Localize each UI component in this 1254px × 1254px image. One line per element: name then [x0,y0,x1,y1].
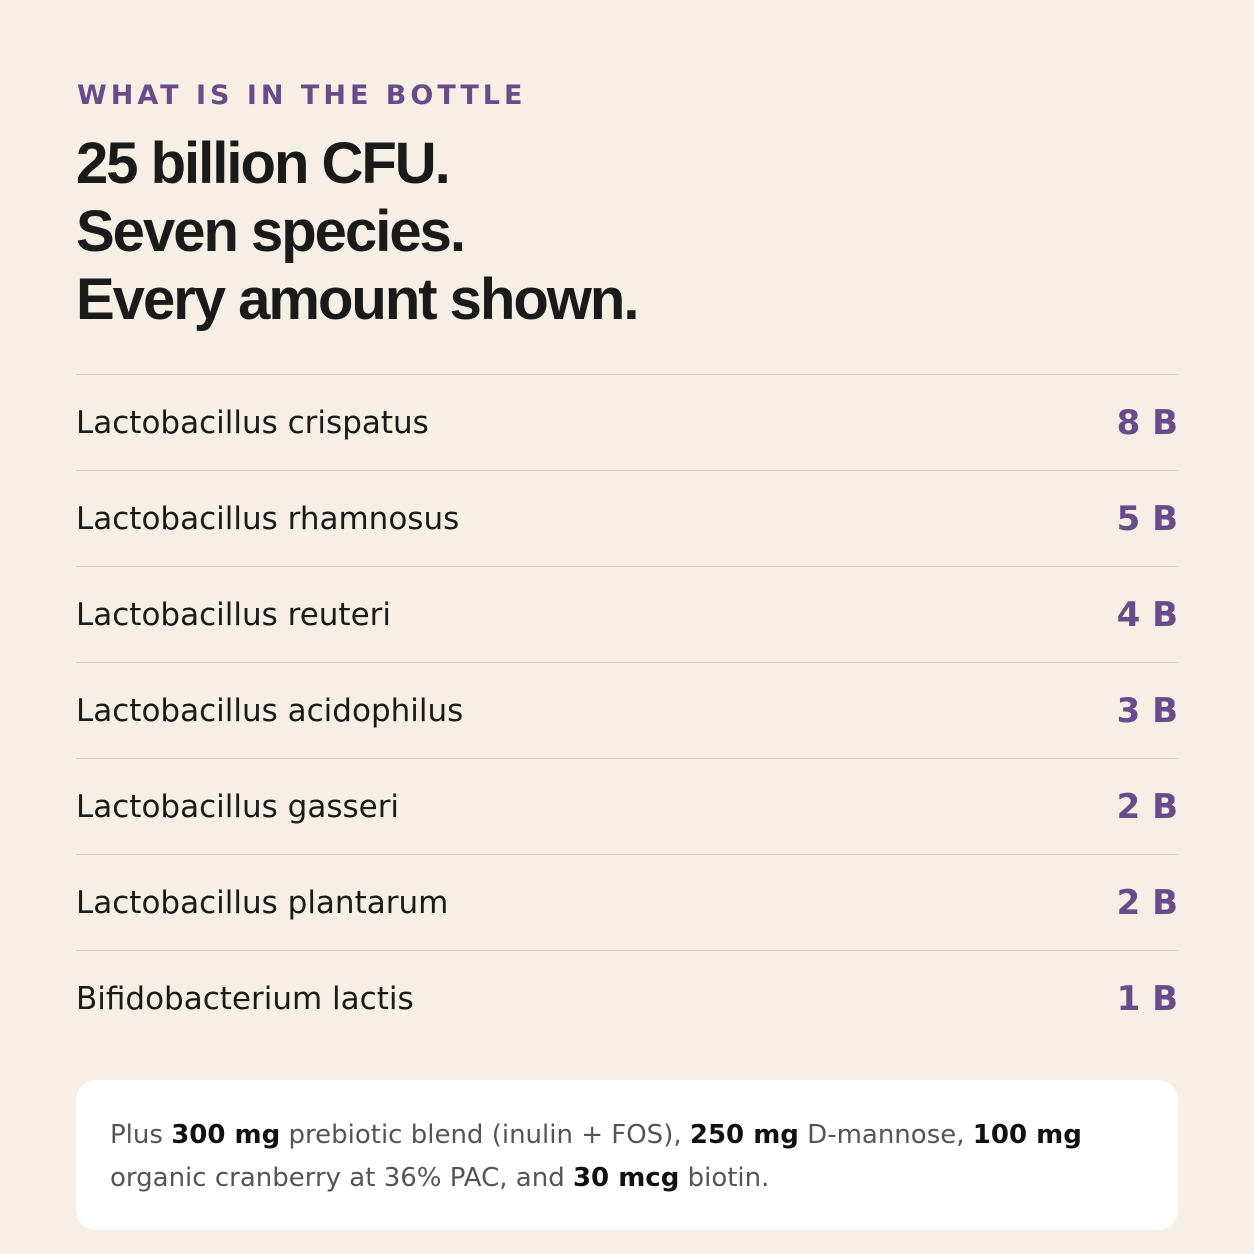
note-amount: 300 mg [171,1120,281,1150]
ingredient-amount: 1 B [1116,978,1178,1019]
ingredient-row: Lactobacillus reuteri 4 B [76,566,1178,662]
ingredient-amount: 3 B [1116,690,1178,731]
ingredient-amount: 4 B [1116,594,1178,635]
ingredient-name: Lactobacillus acidophilus [76,692,464,729]
ingredient-name: Lactobacillus reuteri [76,596,392,633]
note-text: prebiotic blend (inulin + FOS), [280,1120,690,1150]
ingredient-amount: 2 B [1116,882,1178,923]
ingredient-name: Lactobacillus crispatus [76,404,429,441]
ingredient-name: Lactobacillus gasseri [76,788,400,825]
note-card: Plus 300 mg prebiotic blend (inulin + FO… [76,1080,1178,1230]
headline-line: 25 billion CFU. [76,131,451,196]
ingredient-row: Lactobacillus plantarum 2 B [76,854,1178,950]
ingredient-row: Lactobacillus crispatus 8 B [76,374,1178,470]
note-text: D-mannose, [798,1120,973,1150]
headline-line: Every amount shown. [76,267,639,332]
headline-line: Seven species. [76,199,466,264]
ingredient-name: Lactobacillus rhamnosus [76,500,460,537]
note-text: organic cranberry at 36% PAC, and [110,1163,573,1193]
headline: 25 billion CFU. Seven species. Every amoun… [76,130,639,334]
note-amount: 100 mg [972,1120,1082,1150]
ingredient-amount: 8 B [1116,402,1178,443]
ingredient-amount: 2 B [1116,786,1178,827]
ingredient-name: Bifidobacterium lactis [76,980,414,1017]
ingredient-list: Lactobacillus crispatus 8 B Lactobacillus … [76,374,1178,1046]
ingredient-amount: 5 B [1116,498,1178,539]
ingredient-row: Lactobacillus rhamnosus 5 B [76,470,1178,566]
ingredient-row: Lactobacillus acidophilus 3 B [76,662,1178,758]
ingredient-row: Lactobacillus gasseri 2 B [76,758,1178,854]
ingredient-row: Bifidobacterium lactis 1 B [76,950,1178,1046]
note-amount: 250 mg [689,1120,799,1150]
note-amount: 30 mcg [572,1163,680,1193]
ingredient-name: Lactobacillus plantarum [76,884,449,921]
eyebrow: WHAT IS IN THE BOTTLE [77,80,527,111]
note-text: Plus [110,1120,172,1150]
note-text: biotin. [679,1163,770,1193]
